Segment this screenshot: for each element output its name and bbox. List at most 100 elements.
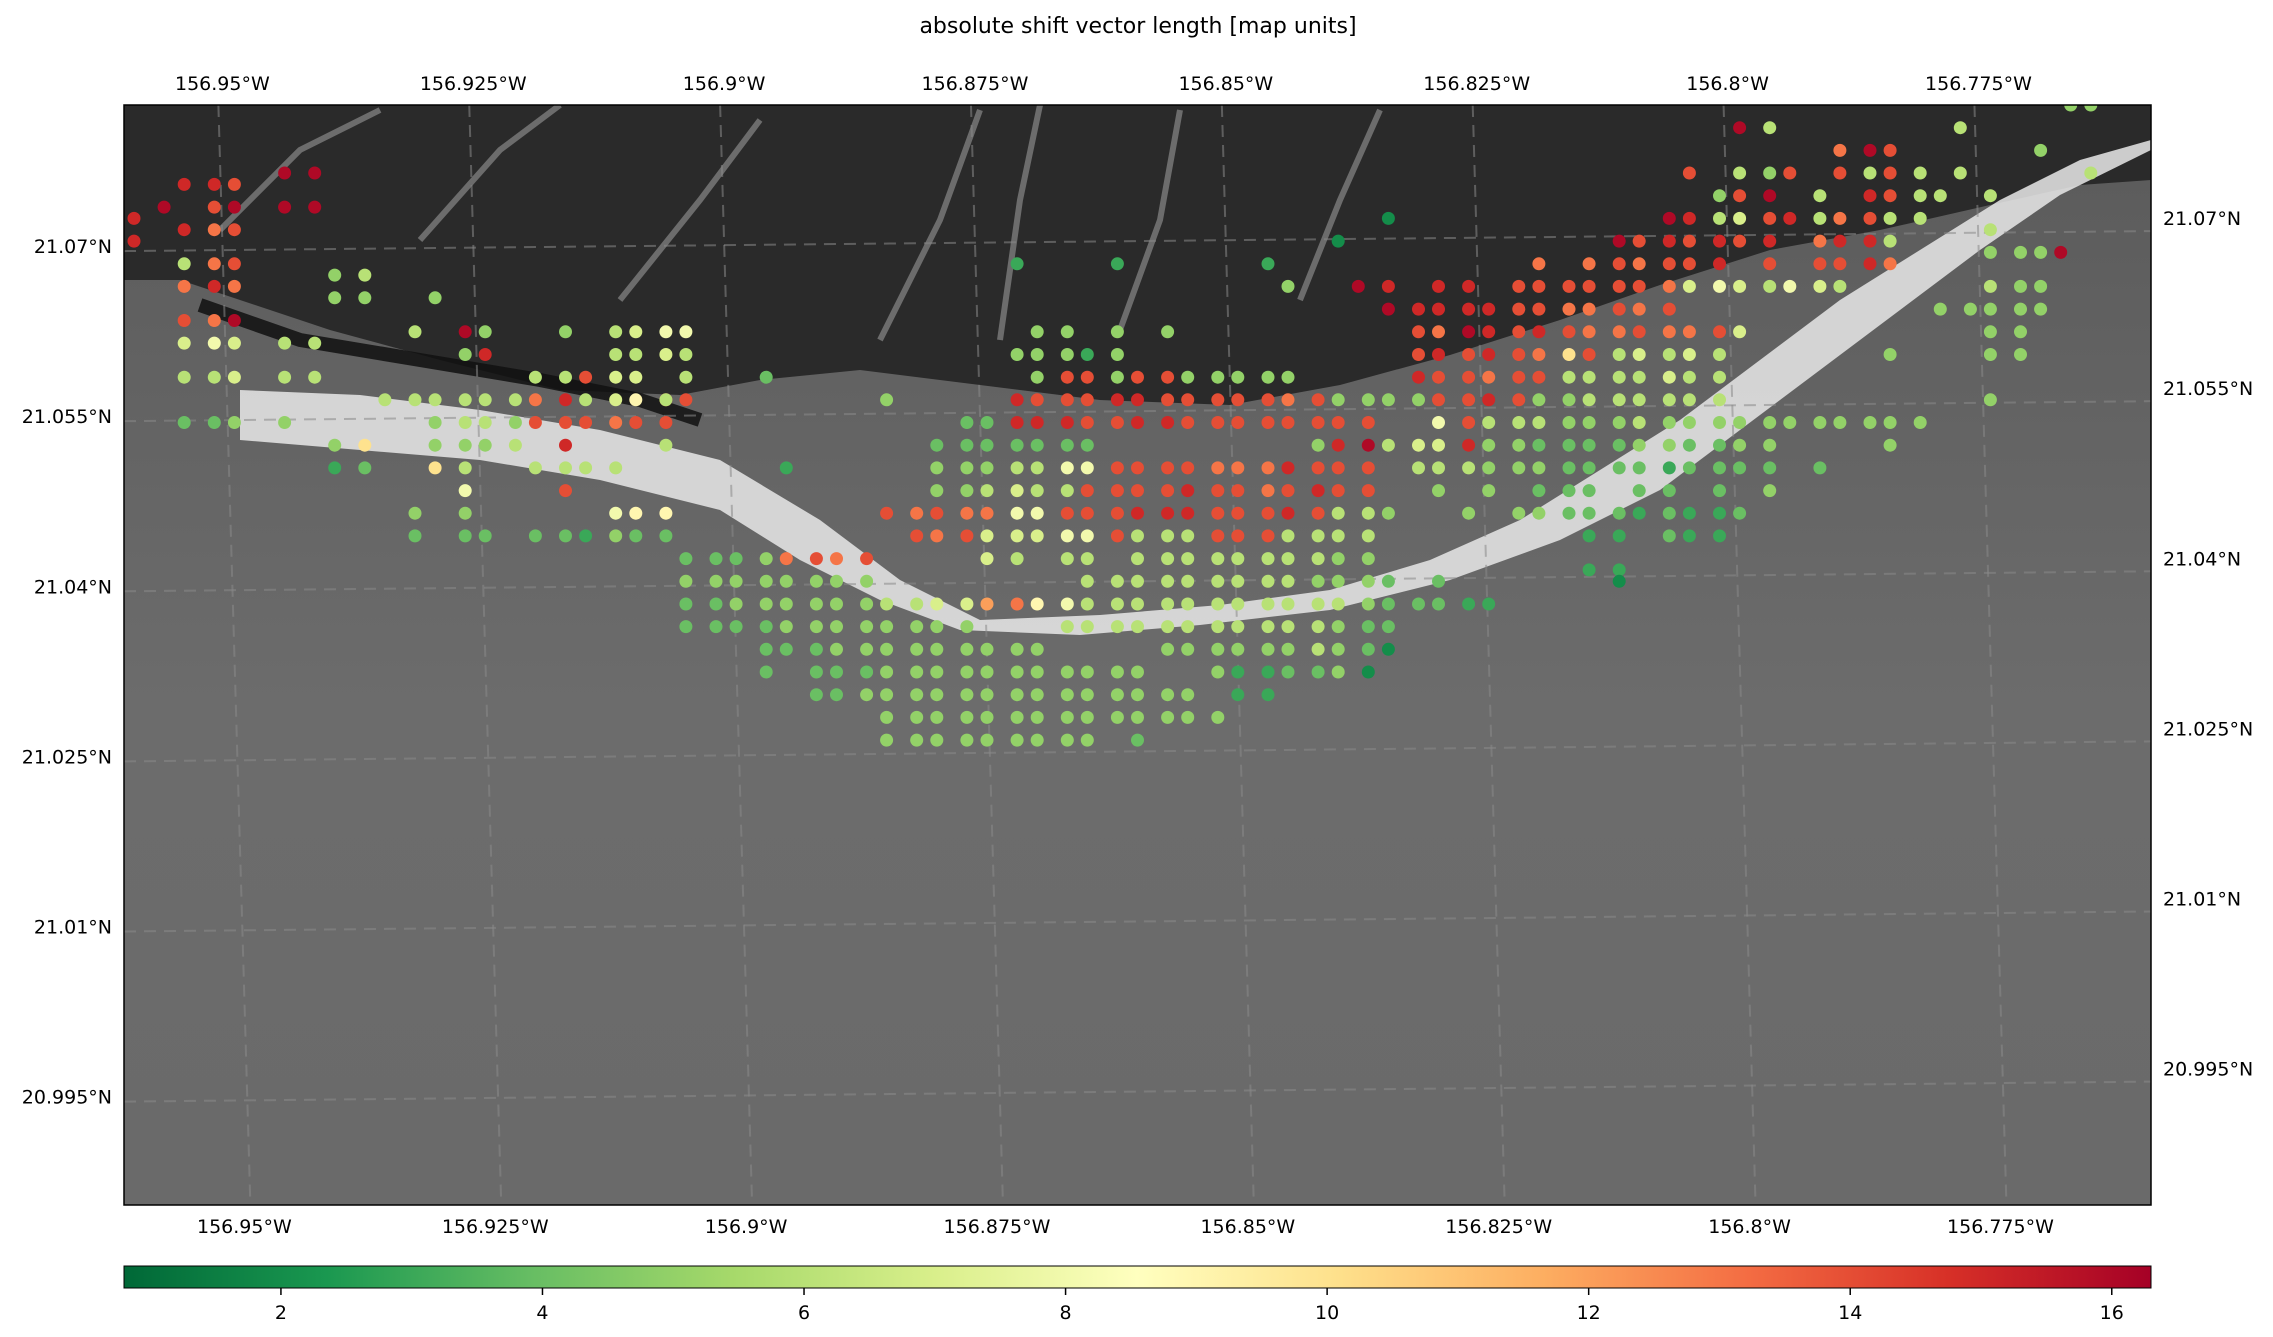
data-point [278,336,292,350]
data-point [1632,393,1646,407]
data-point [1110,257,1124,271]
data-point [1211,665,1225,679]
data-point [1080,710,1094,724]
data-point [1161,552,1175,566]
data-point [679,370,693,384]
data-point [408,506,422,520]
data-point [508,416,522,429]
data-point [1913,166,1927,180]
colorbar-tick-label: 16 [2100,1302,2124,1324]
data-point [408,393,422,407]
data-point [1361,438,1375,452]
data-point [1462,461,1476,475]
data-point [1161,597,1175,611]
data-point [1060,733,1074,747]
data-point [1733,189,1747,203]
data-point [1863,166,1877,180]
data-point [1231,665,1245,679]
data-point [1863,211,1877,225]
data-point [1532,506,1546,520]
data-point [1161,325,1175,339]
data-point [880,597,894,611]
x-ticks-top: 156.95°W 156.925°W 156.9°W 156.875°W 156.85°… [175,73,2032,95]
data-point [1030,597,1044,611]
data-point [177,336,191,350]
data-point [1462,325,1476,339]
data-point [1181,370,1195,384]
x-tick-label-bottom: 156.925°W [442,1216,549,1238]
data-point [528,529,542,543]
data-point [177,314,191,327]
data-point [1482,325,1496,339]
data-point [679,597,693,611]
data-point [1582,416,1596,429]
data-point [1161,688,1175,702]
y-tick-label-left: 21.055°N [22,406,112,428]
data-point [227,257,241,271]
data-point [1010,642,1024,656]
data-point [559,529,572,543]
data-point [1361,597,1375,611]
data-point [1432,597,1445,611]
data-point [809,688,823,702]
data-point [2034,143,2048,157]
data-point [1632,484,1646,498]
gridline-x-1 [468,105,503,1205]
data-point [980,506,994,520]
data-point [1030,325,1044,339]
y-tick-label-left: 21.04°N [34,576,112,598]
data-point [1512,393,1526,407]
data-point [1181,688,1195,702]
data-point [1110,529,1124,543]
data-point [1381,302,1395,316]
data-point [1612,563,1626,577]
data-point [1733,211,1747,225]
data-point [1682,506,1696,520]
data-point [679,552,693,566]
data-point [1010,597,1024,611]
data-point [809,620,823,634]
data-point [1010,348,1024,361]
colorbar-tick-label: 6 [798,1302,810,1324]
data-point [227,223,241,237]
gridline-y-3 [124,740,2151,763]
data-point [1682,234,1696,248]
data-point [1963,302,1977,316]
data-point [1311,393,1325,407]
data-point [1351,279,1365,293]
colorbar-tick-label: 12 [1577,1302,1601,1324]
data-point [2034,279,2048,293]
data-point [659,325,673,339]
data-point [1131,597,1144,611]
data-point [408,325,422,339]
data-point [1432,484,1445,498]
data-point [1331,597,1345,611]
data-point [1532,393,1546,407]
data-point [1161,710,1175,724]
data-point [1662,529,1676,543]
data-point [1482,302,1496,316]
data-point [930,620,944,634]
data-point [830,642,843,656]
data-point [1110,620,1124,634]
data-point [1311,665,1325,679]
data-point [910,665,924,679]
data-point [729,552,743,566]
data-point [1311,438,1325,452]
data-point [1863,416,1877,429]
data-point [729,620,743,634]
gridline-x-2 [719,105,754,1205]
data-point [1030,506,1044,520]
data-point [1632,438,1646,452]
data-point [1713,393,1726,407]
data-point [1432,348,1445,361]
data-point [880,642,894,656]
data-point [308,166,322,180]
data-point [1532,325,1546,339]
data-point [1412,325,1425,339]
data-point [1110,461,1124,475]
data-point [1662,257,1676,271]
data-point [1412,393,1425,407]
x-tick-label-bottom: 156.85°W [1200,1216,1295,1238]
data-point [1462,393,1476,407]
